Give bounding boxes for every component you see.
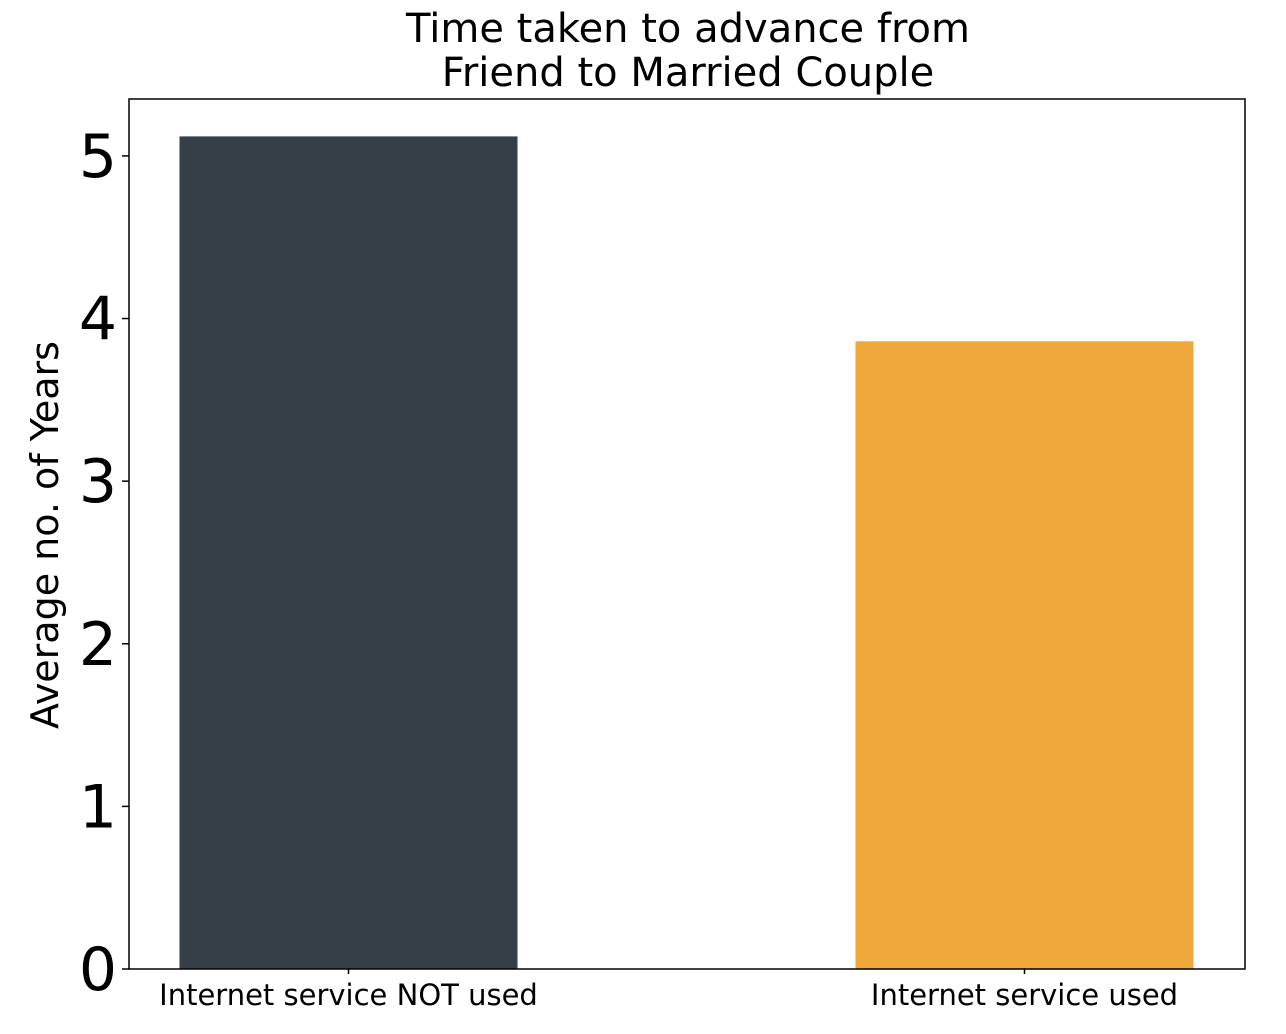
plot-area: Internet service NOT used Internet servic…	[79, 98, 1246, 1012]
y-tick-label-2: 2	[79, 610, 117, 680]
plot-frame	[128, 98, 1246, 970]
bar-0	[179, 136, 518, 970]
y-tick-label-3: 3	[79, 447, 117, 517]
y-tick-label-1: 1	[79, 772, 117, 842]
bar-1	[855, 341, 1194, 969]
y-tick-label-0: 0	[79, 935, 117, 1005]
y-tick-label-5: 5	[79, 122, 117, 192]
y-axis-label: Average no. of Years	[23, 341, 67, 729]
chart-title-line-1: Time taken to advance from	[405, 6, 970, 52]
x-tick-label-1: Internet service used	[871, 978, 1178, 1012]
x-tick-label-0: Internet service NOT used	[159, 978, 538, 1012]
chart-title-line-2: Friend to Married Couple	[442, 50, 935, 96]
y-tick-label-4: 4	[79, 285, 117, 355]
